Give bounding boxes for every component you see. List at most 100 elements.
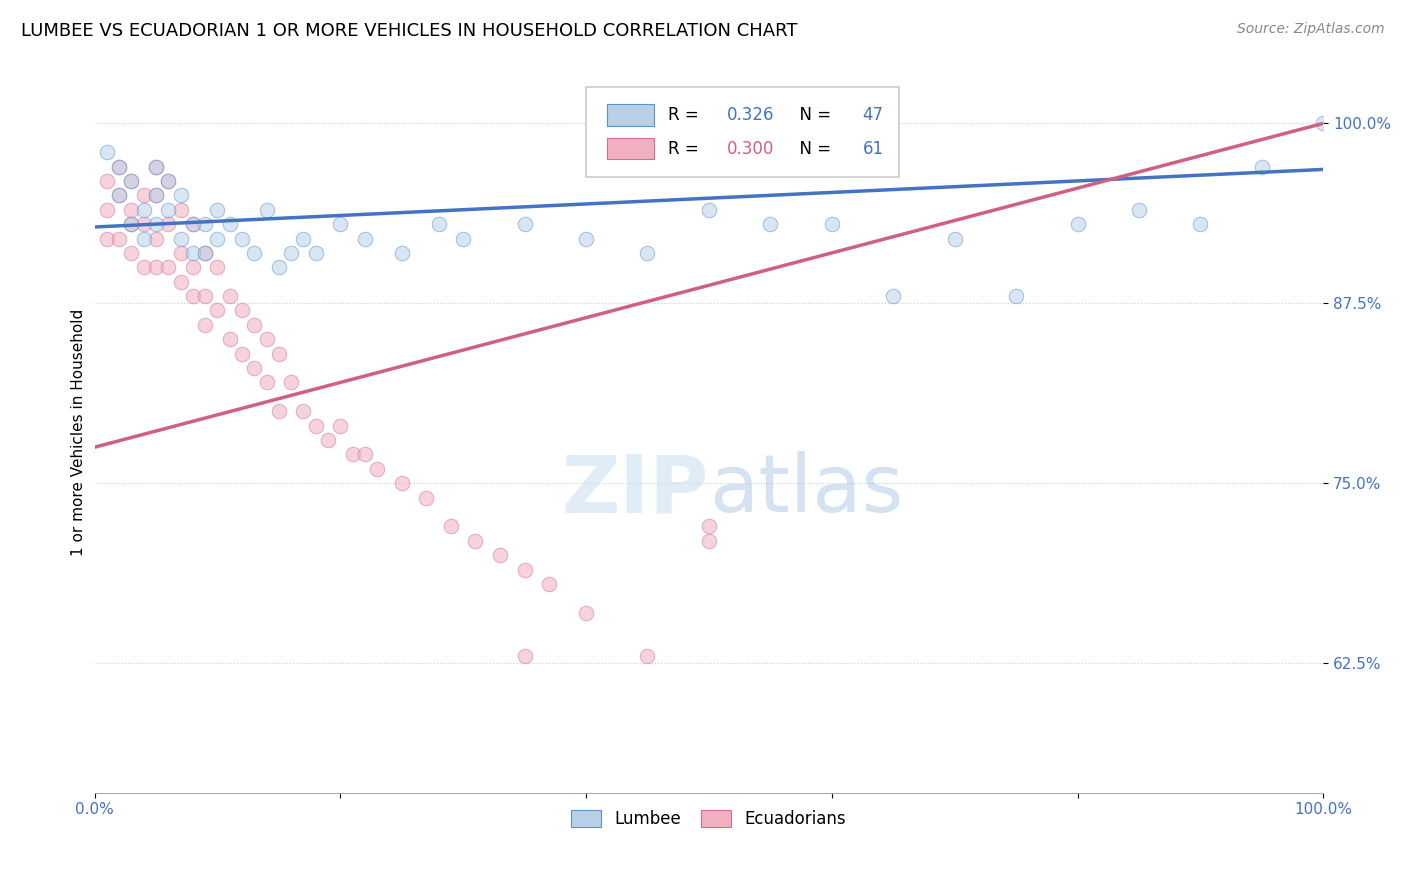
Text: 0.300: 0.300 (727, 139, 775, 158)
Point (513, 217, 536, 231)
Point (391, 476, 413, 491)
Text: atlas: atlas (709, 451, 903, 529)
Point (256, 202, 278, 217)
Point (231, 303, 253, 318)
Point (96, 231, 118, 245)
Point (132, 217, 155, 231)
Text: R =: R = (668, 139, 704, 158)
Text: 0.326: 0.326 (727, 106, 775, 124)
Point (451, 231, 474, 245)
Point (120, 217, 142, 231)
Y-axis label: 1 or more Vehicles in Household: 1 or more Vehicles in Household (72, 310, 86, 557)
Point (96, 145, 118, 160)
Text: 61: 61 (862, 139, 883, 158)
Point (145, 160, 167, 174)
Point (120, 246, 142, 260)
Point (120, 202, 142, 217)
Point (120, 217, 142, 231)
Point (207, 202, 229, 217)
Point (415, 491, 437, 505)
Point (157, 217, 180, 231)
Point (169, 275, 191, 289)
Point (132, 188, 155, 202)
Point (256, 376, 278, 390)
Point (132, 231, 155, 245)
Point (292, 404, 315, 418)
Point (194, 246, 217, 260)
Point (243, 246, 266, 260)
Point (538, 577, 561, 591)
Point (181, 217, 204, 231)
Point (218, 217, 240, 231)
Point (329, 418, 352, 433)
Point (759, 217, 782, 231)
Point (280, 376, 302, 390)
Text: 47: 47 (862, 106, 883, 124)
Point (1250, 160, 1272, 174)
Point (280, 246, 302, 260)
Point (145, 231, 167, 245)
Point (108, 188, 131, 202)
Point (292, 231, 315, 245)
Point (157, 260, 180, 275)
Point (267, 346, 290, 360)
Point (169, 188, 191, 202)
Point (637, 246, 659, 260)
Point (108, 188, 131, 202)
Point (243, 318, 266, 332)
Point (391, 246, 413, 260)
Point (305, 418, 328, 433)
Point (464, 533, 486, 548)
Point (169, 202, 191, 217)
Point (342, 447, 364, 461)
Point (207, 231, 229, 245)
Point (697, 202, 720, 217)
Text: Source: ZipAtlas.com: Source: ZipAtlas.com (1237, 22, 1385, 37)
Point (145, 188, 167, 202)
Point (181, 260, 204, 275)
Point (169, 231, 191, 245)
Point (1128, 202, 1150, 217)
Point (366, 462, 388, 476)
Point (1312, 116, 1334, 130)
Point (637, 648, 659, 663)
Point (145, 188, 167, 202)
Point (513, 563, 536, 577)
Point (316, 433, 339, 447)
Point (108, 160, 131, 174)
Point (1189, 217, 1212, 231)
Point (145, 260, 167, 275)
Point (96, 202, 118, 217)
Text: ZIP: ZIP (561, 451, 709, 529)
Point (218, 332, 240, 346)
Point (108, 231, 131, 245)
Point (145, 160, 167, 174)
Point (169, 246, 191, 260)
Text: LUMBEE VS ECUADORIAN 1 OR MORE VEHICLES IN HOUSEHOLD CORRELATION CHART: LUMBEE VS ECUADORIAN 1 OR MORE VEHICLES … (21, 22, 797, 40)
Point (267, 404, 290, 418)
Point (440, 519, 463, 533)
Point (231, 346, 253, 360)
Point (194, 318, 217, 332)
Point (157, 174, 180, 188)
Point (575, 231, 598, 245)
Point (108, 160, 131, 174)
Point (243, 361, 266, 376)
Legend: Lumbee, Ecuadorians: Lumbee, Ecuadorians (565, 803, 853, 835)
Point (943, 231, 966, 245)
Point (157, 174, 180, 188)
FancyBboxPatch shape (586, 87, 900, 178)
Point (1066, 217, 1088, 231)
Point (207, 260, 229, 275)
Point (207, 303, 229, 318)
Point (194, 217, 217, 231)
Point (132, 202, 155, 217)
Point (96, 174, 118, 188)
Point (256, 332, 278, 346)
Point (575, 606, 598, 620)
Point (120, 174, 142, 188)
Point (427, 217, 450, 231)
Point (1005, 289, 1028, 303)
Point (354, 447, 377, 461)
Point (489, 548, 512, 562)
